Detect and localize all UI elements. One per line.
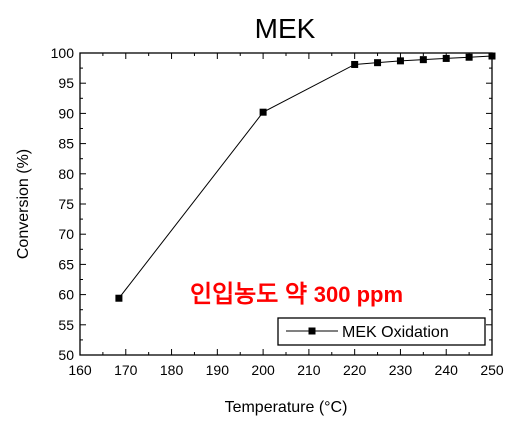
data-point	[488, 52, 496, 60]
x-tick-label: 160	[68, 362, 92, 378]
x-tick-label: 240	[435, 362, 459, 378]
y-tick-label: 75	[58, 196, 74, 212]
y-tick-label: 65	[58, 256, 74, 272]
axis-tick-labels: 160 170 180 190 200 210 220 230 240 250 50 55 60 65 70…	[51, 45, 504, 378]
annotation-main: 인입농도 약	[190, 281, 314, 308]
series-line	[118, 55, 493, 299]
legend-marker	[308, 327, 316, 335]
x-tick-label: 230	[389, 362, 413, 378]
annotation-value: 300 ppm	[314, 282, 403, 307]
x-tick-label: 190	[206, 362, 230, 378]
data-point	[396, 57, 404, 65]
data-point	[442, 54, 450, 62]
y-tick-label: 50	[58, 347, 74, 363]
legend: MEK Oxidation	[277, 317, 486, 346]
plot-frame	[79, 52, 493, 356]
y-tick-label: 100	[51, 45, 75, 61]
y-tick-label: 60	[58, 287, 74, 303]
data-point	[115, 294, 123, 302]
data-point	[465, 53, 473, 61]
x-axis-label: Temperature (°C)	[225, 399, 348, 416]
y-tick-label: 85	[58, 136, 74, 152]
data-point	[351, 60, 359, 68]
annotation-text: 인입농도 약 300 ppm	[190, 281, 403, 308]
x-tick-label: 250	[480, 362, 504, 378]
y-tick-label: 55	[58, 317, 74, 333]
x-tick-label: 170	[114, 362, 138, 378]
x-axis-label-text: Temperature (°C)	[225, 399, 348, 416]
x-tick-label: 200	[251, 362, 275, 378]
y-tick-label: 90	[58, 105, 74, 121]
x-tick-label: 180	[160, 362, 184, 378]
x-tick-label: 220	[343, 362, 367, 378]
y-tick-label: 95	[58, 75, 74, 91]
y-tick-label: 70	[58, 226, 74, 242]
data-point	[374, 59, 382, 67]
series-group	[115, 52, 496, 302]
x-tick-label: 210	[297, 362, 321, 378]
data-point	[419, 56, 427, 64]
y-axis-label: Conversion (%)	[15, 149, 32, 259]
legend-label: MEK Oxidation	[342, 324, 449, 341]
axis-ticks	[79, 52, 493, 356]
chart-title: MEK	[255, 13, 316, 44]
y-tick-label: 80	[58, 166, 74, 182]
data-point	[259, 108, 267, 116]
